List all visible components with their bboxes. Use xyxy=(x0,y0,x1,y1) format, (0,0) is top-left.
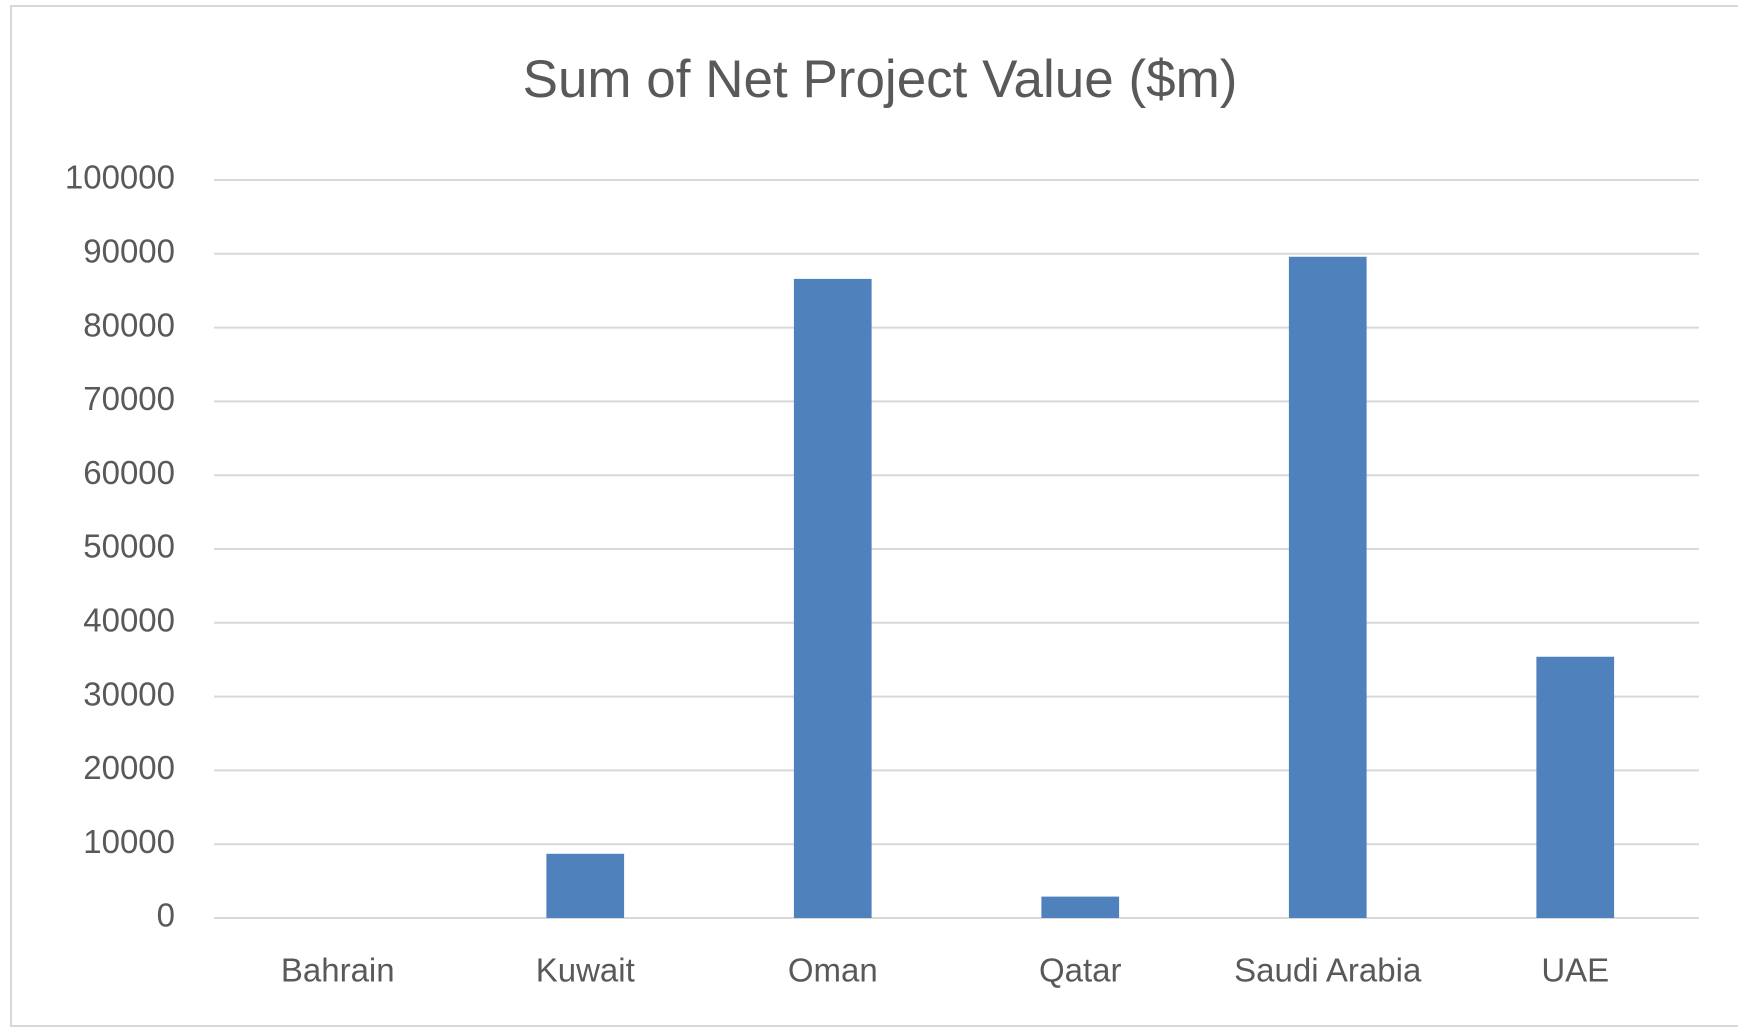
y-tick-label: 30000 xyxy=(83,675,175,712)
chart-border xyxy=(10,5,1738,1027)
x-tick-label: Oman xyxy=(788,952,878,989)
x-tick-label: Qatar xyxy=(1039,952,1122,989)
x-tick-label: Saudi Arabia xyxy=(1234,952,1422,989)
y-tick-label: 60000 xyxy=(83,454,175,491)
y-tick-label: 10000 xyxy=(83,823,175,860)
bar xyxy=(793,278,872,919)
x-tick-label: UAE xyxy=(1541,952,1609,989)
y-tick-label: 80000 xyxy=(83,306,175,343)
y-tick-label: 100000 xyxy=(65,159,175,196)
y-tick-label: 50000 xyxy=(83,528,175,565)
y-tick-label: 70000 xyxy=(83,380,175,417)
bar xyxy=(1288,256,1367,918)
x-tick-label: Kuwait xyxy=(536,952,635,989)
chart-title: Sum of Net Project Value ($m) xyxy=(523,50,1238,109)
bar xyxy=(1041,896,1120,918)
y-tick-label: 40000 xyxy=(83,602,175,639)
x-tick-label: Bahrain xyxy=(281,952,395,989)
bar xyxy=(1536,656,1615,918)
bar xyxy=(546,853,625,918)
y-tick-label: 90000 xyxy=(83,233,175,270)
y-tick-label: 20000 xyxy=(83,749,175,786)
y-tick-label: 0 xyxy=(157,897,175,934)
